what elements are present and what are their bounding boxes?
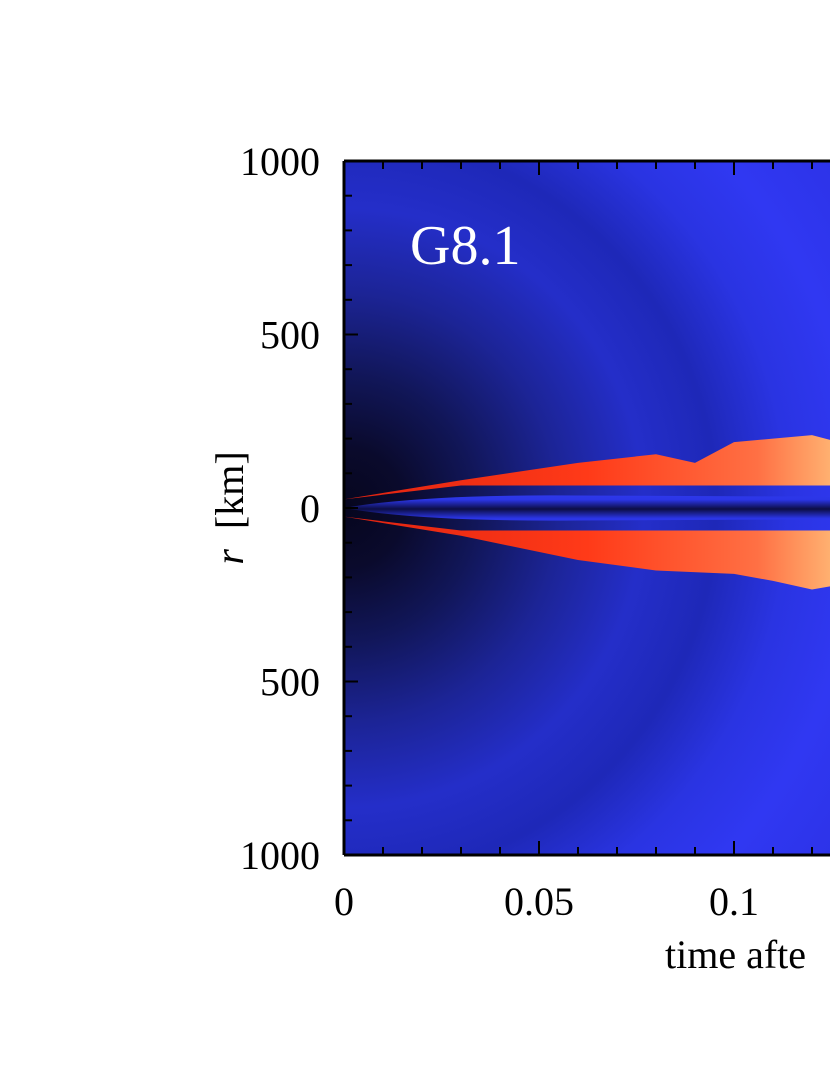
plot-area xyxy=(344,161,830,854)
x-axis-label: time afte xyxy=(665,932,806,977)
hot-region-upper xyxy=(344,435,830,500)
y-tick-label: 500 xyxy=(260,660,320,705)
x-tick-label: 0 xyxy=(334,879,354,924)
y-tick-label: 500 xyxy=(260,313,320,358)
y-axis-label: r [km] xyxy=(207,451,252,564)
x-tick-label: 0.05 xyxy=(504,879,574,924)
y-tick-label: 1000 xyxy=(240,139,320,184)
hot-region-lower xyxy=(344,516,830,590)
y-tick-label: 0 xyxy=(300,486,320,531)
y-axis-unit: [km] xyxy=(207,451,252,529)
y-tick-label: 1000 xyxy=(240,833,320,878)
equatorial-disk xyxy=(344,495,830,521)
y-axis-symbol: r xyxy=(207,549,252,565)
panel-label: G8.1 xyxy=(410,215,520,277)
x-tick-label: 0.1 xyxy=(709,879,759,924)
